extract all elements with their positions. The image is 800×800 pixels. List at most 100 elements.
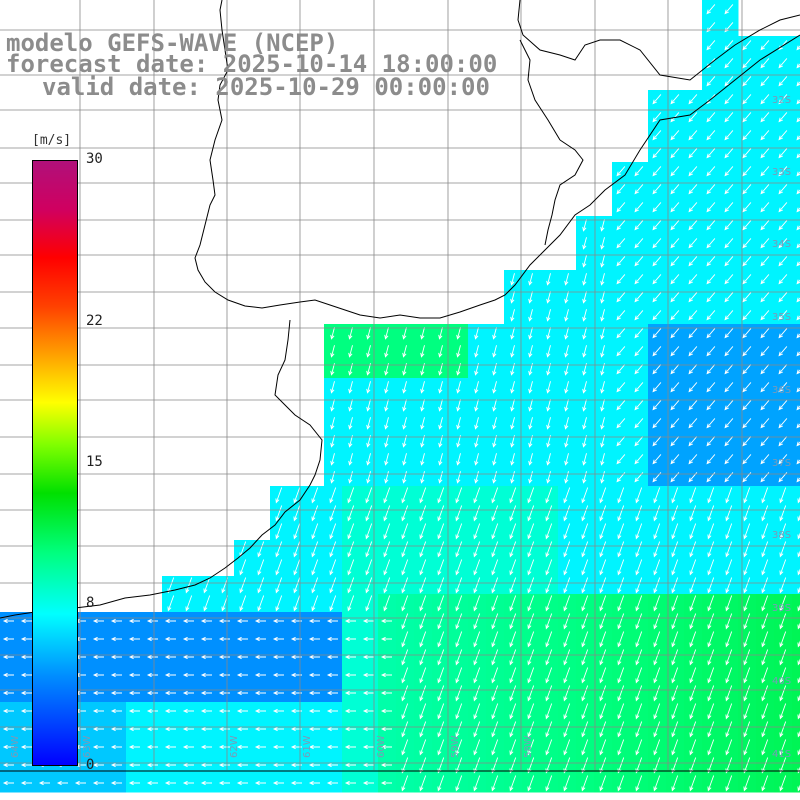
wind-arrow: [653, 739, 661, 756]
wind-arrow: [760, 310, 770, 321]
wind-arrow: [2, 708, 14, 714]
wind-arrow: [236, 708, 248, 714]
wind-arrow: [761, 685, 769, 702]
wind-arrow: [634, 184, 644, 195]
wind-arrow: [110, 672, 122, 678]
wind-arrow: [778, 400, 788, 411]
wind-arrow: [20, 744, 32, 750]
wind-arrow: [670, 202, 680, 213]
wind-arrow: [366, 399, 371, 412]
wind-arrow: [635, 739, 643, 756]
colorbar-tick-label: 30: [86, 151, 103, 167]
wind-arrow: [616, 346, 626, 357]
wind-arrow: [92, 672, 104, 678]
wind-arrow: [652, 436, 662, 447]
wind-cell: [792, 684, 800, 703]
wind-arrow: [401, 523, 409, 540]
wind-arrow: [2, 618, 14, 624]
wind-arrow: [293, 559, 301, 576]
wind-arrow: [545, 595, 553, 612]
wind-arrow: [688, 454, 698, 465]
wind-arrow: [742, 382, 752, 393]
wind-arrow: [384, 381, 389, 394]
wind-arrow: [779, 631, 787, 648]
wind-arrow: [347, 523, 355, 540]
wind-cell: [792, 288, 800, 307]
wind-arrow: [348, 417, 353, 430]
wind-arrow: [419, 559, 427, 576]
wind-arrow: [420, 345, 425, 358]
wind-arrow: [528, 273, 533, 286]
wind-arrow: [128, 780, 140, 786]
wind-arrow: [455, 595, 463, 612]
wind-arrow: [293, 505, 301, 522]
wind-arrow: [92, 618, 104, 624]
wind-arrow: [742, 112, 752, 123]
wind-arrow: [743, 685, 751, 702]
wind-arrow: [564, 417, 569, 430]
wind-arrow: [491, 667, 499, 684]
wind-arrow: [510, 273, 515, 286]
wind-arrow: [330, 417, 335, 430]
wind-arrow: [778, 328, 788, 339]
wind-arrow: [344, 654, 356, 660]
wind-arrow: [455, 613, 463, 630]
wind-arrow: [652, 184, 662, 195]
wind-arrow: [164, 780, 176, 786]
wind-arrow: [617, 721, 625, 738]
wind-arrow: [635, 595, 643, 612]
wind-arrow: [401, 667, 409, 684]
wind-arrow: [779, 775, 787, 792]
latitude-label: 39S: [772, 603, 791, 614]
wind-arrow: [670, 166, 680, 177]
wind-cell: [792, 72, 800, 91]
wind-arrow: [616, 166, 626, 177]
wind-arrow: [473, 685, 481, 702]
wind-arrow: [128, 618, 140, 624]
wind-arrow: [688, 274, 698, 285]
wind-arrow: [92, 690, 104, 696]
wind-arrow: [635, 721, 643, 738]
wind-arrow: [778, 166, 788, 177]
wind-arrow: [437, 487, 445, 504]
wind-arrow: [455, 541, 463, 558]
wind-arrow: [600, 291, 605, 304]
wind-arrow: [742, 184, 752, 195]
wind-arrow: [419, 685, 427, 702]
wind-arrow: [671, 577, 679, 594]
wind-arrow: [778, 274, 788, 285]
wind-arrow: [384, 399, 389, 412]
wind-arrow: [491, 577, 499, 594]
wind-arrow: [2, 726, 14, 732]
wind-arrow: [326, 654, 338, 660]
wind-arrow: [146, 618, 158, 624]
wind-arrow: [599, 685, 607, 702]
wind-arrow: [616, 328, 626, 339]
wind-arrow: [365, 541, 373, 558]
wind-arrow: [528, 327, 533, 340]
wind-arrow: [689, 541, 697, 558]
wind-arrow: [761, 631, 769, 648]
wind-arrow: [146, 726, 158, 732]
wind-arrow: [419, 595, 427, 612]
wind-arrow: [600, 309, 605, 322]
wind-arrow: [600, 381, 605, 394]
wind-arrow: [218, 780, 230, 786]
wind-arrow: [743, 577, 751, 594]
wind-arrow: [311, 559, 319, 576]
wind-arrow: [707, 487, 715, 504]
wind-arrow: [706, 202, 716, 213]
wind-arrow: [420, 453, 425, 466]
wind-arrow: [599, 541, 607, 558]
wind-arrow: [182, 690, 194, 696]
wind-arrow: [110, 726, 122, 732]
wind-arrow: [581, 559, 589, 576]
colorbar-tick-label: 8: [86, 595, 95, 612]
wind-arrow: [383, 541, 391, 558]
wind-arrow: [706, 454, 716, 465]
wind-arrow: [254, 708, 266, 714]
wind-arrow: [473, 523, 481, 540]
wind-arrow: [653, 577, 661, 594]
wind-arrow: [128, 636, 140, 642]
wind-arrow: [581, 685, 589, 702]
